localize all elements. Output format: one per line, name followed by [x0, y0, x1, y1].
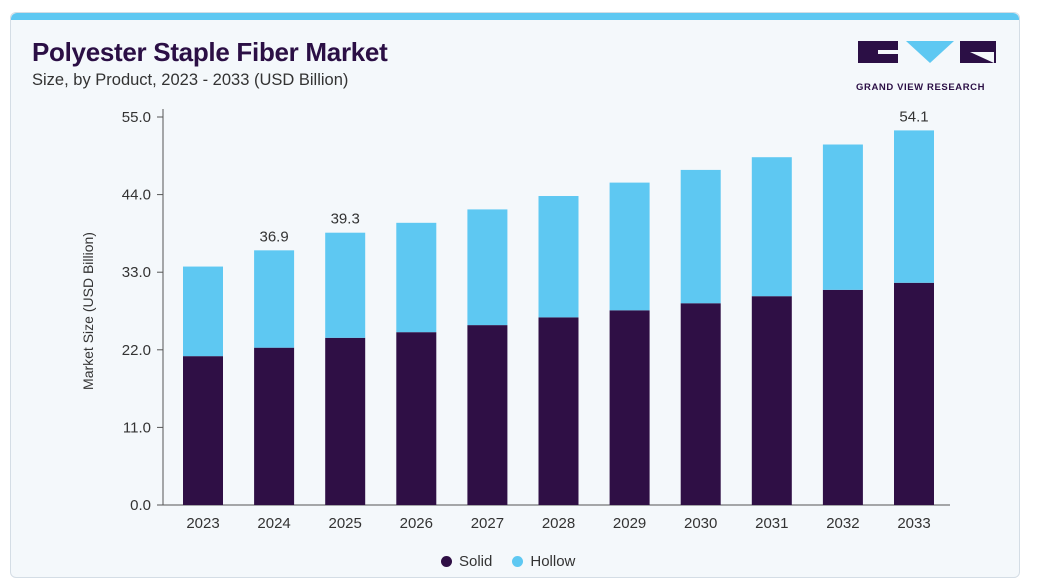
- x-tick-label: 2029: [613, 515, 646, 532]
- bar-hollow-2029: [609, 182, 650, 311]
- chart-subtitle: Size, by Product, 2023 - 2033 (USD Billi…: [32, 71, 349, 89]
- legend-item-solid: Solid: [441, 553, 492, 570]
- bar-solid-2023: [183, 356, 223, 505]
- total-data-label: 36.9: [259, 228, 288, 245]
- bar-solid-2032: [822, 289, 863, 505]
- grand-view-research-logo: GRAND VIEW RESEARCH: [856, 39, 998, 99]
- bar-solid-2029: [609, 310, 650, 505]
- x-tick-label: 2030: [684, 515, 717, 532]
- x-tick-label: 2032: [826, 515, 859, 532]
- legend-label-solid: Solid: [459, 553, 493, 570]
- bar-solid-2031: [751, 296, 792, 505]
- accent-bar: [11, 13, 1019, 20]
- legend-item-hollow: Hollow: [512, 553, 575, 570]
- legend-swatch-solid: [441, 556, 452, 567]
- bar-solid-2024: [254, 347, 295, 505]
- bar-hollow-2026: [396, 222, 437, 333]
- bar-hollow-2032: [822, 144, 863, 290]
- chart-legend: Solid Hollow: [441, 553, 575, 570]
- x-tick-label: 2024: [257, 515, 290, 532]
- y-tick-label: 22.0: [122, 342, 151, 359]
- bar-solid-2033: [894, 282, 934, 505]
- chart-title: Polyester Staple Fiber Market: [32, 37, 388, 67]
- bar-hollow-2025: [325, 232, 366, 338]
- y-tick-label: 11.0: [123, 419, 151, 436]
- x-tick-label: 2033: [897, 515, 930, 532]
- bar-solid-2025: [325, 337, 366, 505]
- y-tick-label: 0.0: [130, 497, 151, 514]
- x-tick-label: 2026: [400, 515, 433, 532]
- legend-swatch-hollow: [512, 556, 524, 567]
- total-data-label: 54.1: [899, 108, 928, 125]
- y-tick-label: 44.0: [122, 187, 151, 204]
- y-axis-title: Market Size (USD Billion): [80, 232, 96, 390]
- bar-hollow-2028: [538, 196, 579, 318]
- bar-solid-2026: [396, 332, 437, 505]
- logo-text: GRAND VIEW RESEARCH: [856, 82, 986, 93]
- x-tick-label: 2023: [186, 515, 219, 532]
- bar-solid-2030: [680, 303, 721, 505]
- bar-hollow-2031: [751, 157, 792, 297]
- y-tick-label: 33.0: [122, 264, 151, 281]
- x-tick-label: 2031: [755, 515, 788, 532]
- bar-hollow-2024: [254, 250, 295, 348]
- bar-hollow-2030: [680, 169, 721, 304]
- x-tick-label: 2028: [542, 515, 575, 532]
- bar-hollow-2023: [183, 266, 223, 357]
- bar-solid-2027: [467, 325, 508, 505]
- bar-hollow-2033: [894, 130, 934, 283]
- logo-mark-icon: [858, 41, 996, 63]
- y-tick-label: 55.0: [122, 109, 151, 126]
- total-data-label: 39.3: [331, 211, 360, 228]
- x-tick-label: 2027: [471, 515, 504, 532]
- legend-label-hollow: Hollow: [530, 553, 576, 570]
- x-tick-label: 2025: [329, 515, 362, 532]
- bar-solid-2028: [538, 317, 579, 505]
- bar-hollow-2027: [467, 209, 508, 326]
